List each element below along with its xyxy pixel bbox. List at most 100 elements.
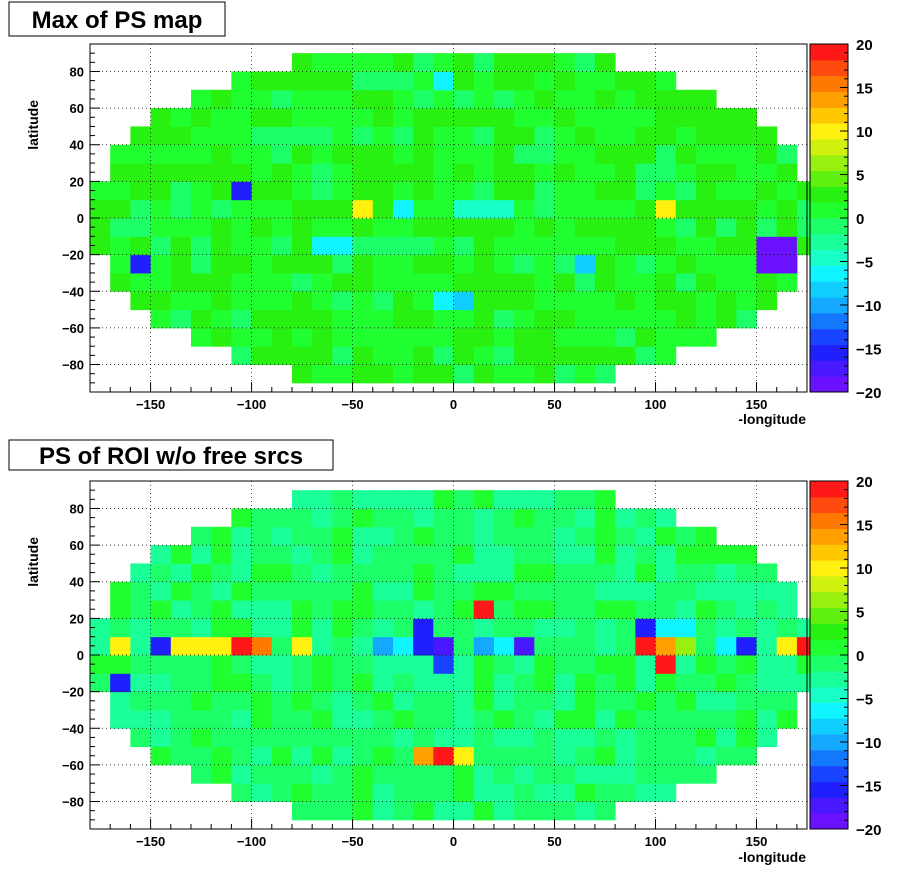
heatmap-cell: [190, 309, 212, 329]
heatmap-cell: [594, 526, 616, 546]
heatmap-cell: [554, 364, 576, 384]
heatmap-cell: [534, 181, 556, 201]
heatmap-cell: [130, 254, 152, 274]
heatmap-cell: [493, 254, 515, 274]
heatmap-cell: [534, 636, 556, 656]
heatmap-cell: [312, 764, 333, 784]
heatmap-cell: [433, 526, 455, 546]
heatmap-cell: [312, 508, 333, 528]
heatmap-cell: [776, 581, 798, 601]
heatmap-cell: [655, 728, 677, 748]
heatmap-cell: [534, 490, 556, 509]
heatmap-cell: [574, 254, 596, 274]
heatmap-cell: [554, 618, 576, 638]
heatmap-cell: [594, 764, 616, 784]
heatmap-cell: [453, 272, 475, 292]
heatmap-cell: [231, 291, 253, 311]
heatmap-cell: [271, 581, 293, 601]
heatmap-cell: [433, 71, 455, 91]
heatmap-cell: [352, 581, 374, 601]
heatmap-cell: [675, 309, 697, 329]
heatmap-cell: [473, 636, 495, 656]
heatmap-cell: [514, 89, 535, 109]
heatmap-cell: [332, 545, 354, 564]
heatmap-cell: [433, 508, 455, 528]
y-tick-label: 0: [77, 211, 84, 226]
heatmap-cell: [493, 545, 515, 564]
heatmap-cell: [655, 236, 677, 256]
palette-label: 10: [856, 561, 873, 578]
heatmap-cell: [574, 709, 596, 729]
heatmap-cell: [211, 600, 232, 619]
heatmap-cell: [635, 655, 657, 674]
heatmap-cell: [534, 709, 556, 729]
palette-label: 10: [856, 124, 873, 141]
x-tick-label: 150: [746, 834, 768, 849]
heatmap-cell: [251, 563, 273, 583]
heatmap-cell: [190, 764, 212, 784]
heatmap-cell: [655, 108, 677, 127]
heatmap-cell: [413, 709, 434, 729]
heatmap-cell: [352, 691, 374, 711]
heatmap-cell: [655, 346, 677, 366]
heatmap-cell: [150, 746, 172, 766]
heatmap-cell: [90, 673, 111, 693]
heatmap-cell: [150, 291, 172, 311]
heatmap-cell: [372, 291, 394, 311]
heatmap-cell: [211, 144, 232, 164]
heatmap-cell: [150, 673, 172, 693]
heatmap-cell: [615, 126, 636, 146]
heatmap-cell: [574, 163, 596, 182]
heatmap-cell: [574, 364, 596, 384]
heatmap-cell: [312, 563, 333, 583]
heatmap-cell: [574, 673, 596, 693]
heatmap-cell: [291, 108, 313, 127]
heatmap-cell: [554, 563, 576, 583]
heatmap-cell: [453, 709, 475, 729]
heatmap-cell: [534, 218, 556, 237]
heatmap-cell: [312, 327, 333, 347]
heatmap-cell: [291, 563, 313, 583]
heatmap-cell: [251, 327, 273, 347]
heatmap-cell: [615, 545, 636, 564]
heatmap-cell: [716, 181, 737, 201]
heatmap-cell: [251, 181, 273, 201]
heatmap-cell: [514, 801, 535, 821]
heatmap-cell: [554, 581, 576, 601]
palette-swatch: [810, 481, 848, 498]
heatmap-cell: [473, 53, 495, 72]
heatmap-cell: [473, 801, 495, 821]
heatmap-cell: [352, 563, 374, 583]
heatmap-cell: [514, 600, 535, 619]
heatmap-cell: [574, 655, 596, 674]
heatmap-cell: [473, 218, 495, 237]
heatmap-cell: [574, 691, 596, 711]
palette-label: −10: [856, 735, 881, 752]
heatmap-cell: [413, 508, 434, 528]
heatmap-cell: [211, 163, 232, 182]
heatmap-cell: [291, 126, 313, 146]
heatmap-cell: [392, 163, 414, 182]
heatmap-cell: [615, 309, 636, 329]
x-tick-label: 100: [645, 397, 667, 412]
heatmap-cell: [291, 728, 313, 748]
heatmap-cell: [635, 218, 657, 237]
heatmap-cell: [695, 236, 717, 256]
heatmap-cell: [332, 272, 354, 292]
heatmap-cell: [594, 490, 616, 509]
palette-swatch: [810, 575, 848, 593]
heatmap-cell: [251, 126, 273, 146]
heatmap-cell: [453, 673, 475, 693]
heatmap-cell: [352, 309, 374, 329]
heatmap-cell: [190, 581, 212, 601]
heatmap-cell: [190, 254, 212, 274]
heatmap-cell: [251, 526, 273, 546]
heatmap-cell: [211, 181, 232, 201]
heatmap-cell: [271, 108, 293, 127]
heatmap-cell: [574, 490, 596, 509]
heatmap-cell: [615, 783, 636, 803]
heatmap-cell: [716, 600, 737, 619]
heatmap-cell: [453, 126, 475, 146]
heatmap-cell: [392, 709, 414, 729]
heatmap-cell: [695, 581, 717, 601]
